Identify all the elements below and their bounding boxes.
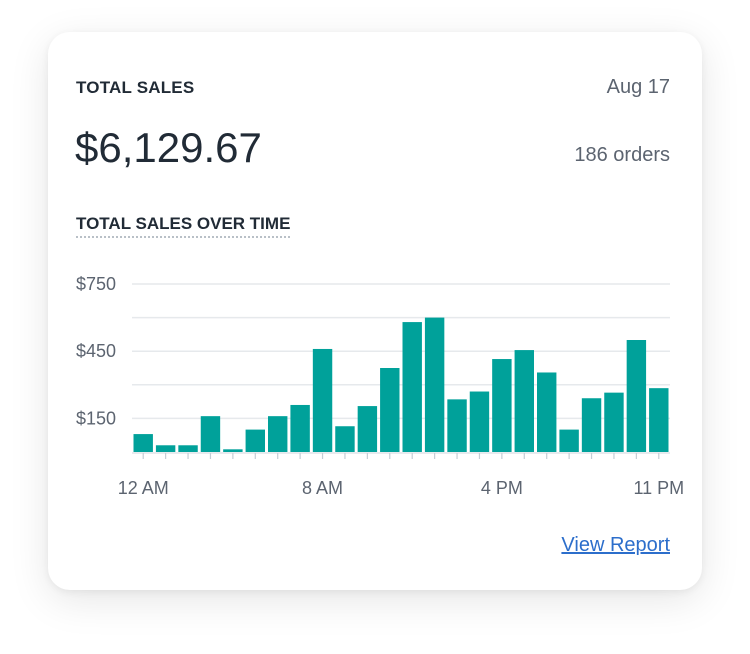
bar[interactable] — [200, 416, 221, 452]
bar[interactable] — [492, 359, 512, 452]
bar[interactable] — [447, 399, 467, 452]
x-tick-label: 4 PM — [481, 478, 523, 498]
bar[interactable] — [469, 391, 490, 452]
card-title: TOTAL SALES — [76, 78, 195, 97]
x-tick-label: 8 AM — [302, 478, 343, 498]
bar[interactable] — [424, 317, 445, 452]
y-tick-label: $450 — [76, 341, 116, 361]
bar[interactable] — [290, 404, 310, 452]
orders-count: 186 orders — [574, 144, 670, 166]
bar[interactable] — [649, 388, 669, 452]
bar[interactable] — [357, 406, 378, 452]
chart-title[interactable]: TOTAL SALES OVER TIME — [76, 214, 291, 238]
bar[interactable] — [380, 368, 400, 452]
bar[interactable] — [604, 392, 624, 452]
total-amount: $6,129.67 — [75, 124, 262, 171]
bar[interactable] — [514, 350, 534, 452]
y-tick-label: $150 — [76, 408, 116, 428]
sales-bar-chart: $750 $450 $150 12 AM 8 AM 4 PM 11 PM — [76, 274, 684, 498]
bar[interactable] — [312, 348, 333, 452]
bar[interactable] — [335, 426, 355, 452]
total-sales-card: TOTAL SALES Aug 17 $6,129.67 186 orders … — [48, 32, 702, 590]
bar[interactable] — [133, 434, 153, 452]
bar[interactable] — [537, 372, 557, 452]
x-tick-label: 12 AM — [118, 478, 169, 498]
bar[interactable] — [155, 445, 176, 452]
view-report-link[interactable]: View Report — [561, 534, 670, 556]
x-tick-label: 11 PM — [633, 478, 684, 498]
bar[interactable] — [581, 398, 602, 452]
y-tick-label: $750 — [76, 274, 116, 294]
bar[interactable] — [402, 322, 422, 452]
bar[interactable] — [268, 416, 288, 452]
bar[interactable] — [559, 429, 579, 452]
bar[interactable] — [223, 449, 243, 452]
bar[interactable] — [626, 340, 647, 452]
bar[interactable] — [178, 445, 198, 452]
bar[interactable] — [245, 429, 265, 452]
date-label: Aug 17 — [606, 76, 670, 98]
